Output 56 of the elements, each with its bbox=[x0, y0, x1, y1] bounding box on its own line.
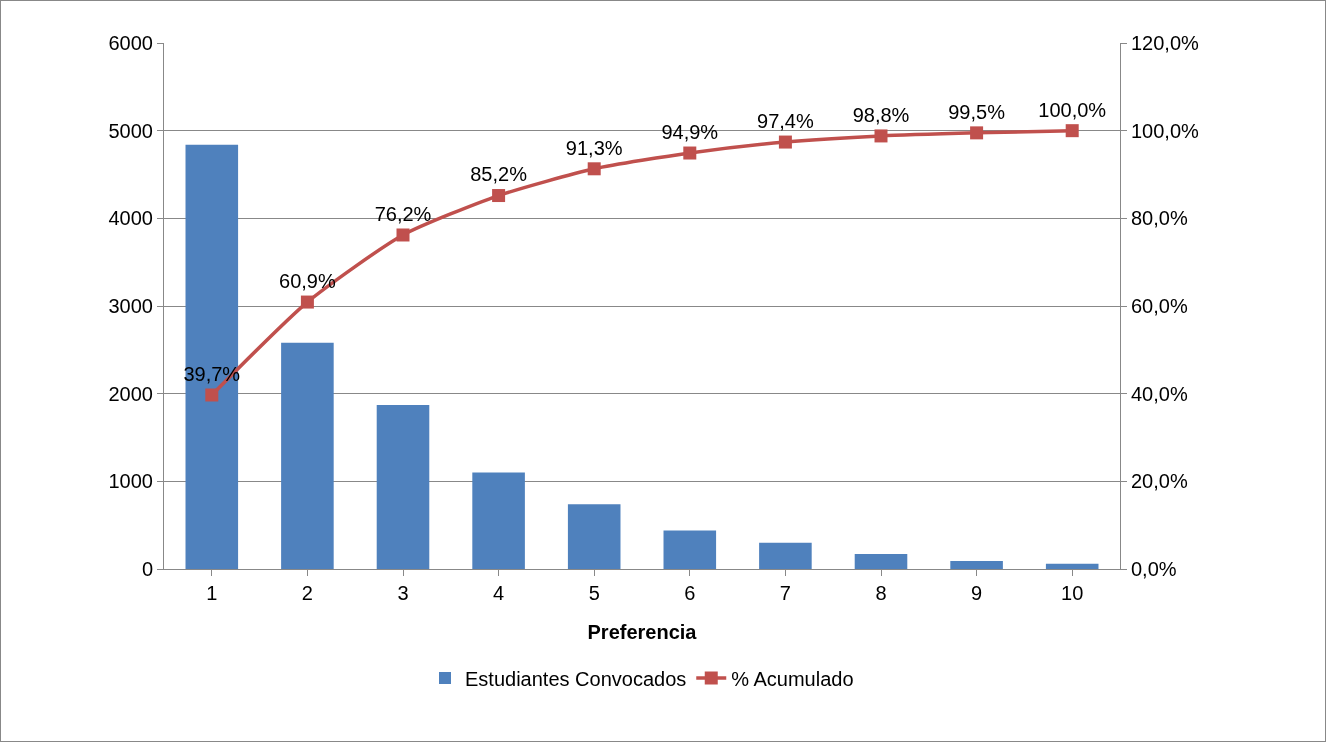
data-label: 94,9% bbox=[661, 120, 719, 143]
x-tick-label: 10 bbox=[1061, 582, 1084, 604]
bar bbox=[1045, 563, 1099, 569]
y-tick-label: 3000 bbox=[108, 295, 153, 317]
x-tick-label: 3 bbox=[397, 582, 409, 604]
y-tick-label: 6000 bbox=[108, 32, 153, 54]
point bbox=[205, 388, 219, 402]
y-tick-label: 1000 bbox=[108, 470, 153, 493]
bar bbox=[567, 504, 621, 569]
bar bbox=[185, 144, 239, 569]
x-tick-label: 6 bbox=[684, 582, 696, 604]
y2-tick-label: 120,0% bbox=[1131, 32, 1200, 54]
legend-label: Estudiantes Convocados bbox=[465, 667, 687, 690]
y-tick-label: 5000 bbox=[108, 119, 153, 142]
y2-tick-label: 0,0% bbox=[1131, 558, 1177, 580]
x-tick-label: 8 bbox=[875, 582, 887, 604]
x-tick-label: 1 bbox=[206, 582, 218, 604]
point bbox=[396, 228, 410, 242]
x-tick-label: 5 bbox=[588, 582, 600, 604]
y2-tick-label: 80,0% bbox=[1131, 207, 1188, 230]
bar bbox=[376, 405, 430, 569]
data-label: 98,8% bbox=[852, 103, 910, 126]
bar bbox=[854, 554, 908, 569]
data-label: 76,2% bbox=[374, 202, 432, 225]
x-tick-label: 4 bbox=[493, 582, 505, 604]
point bbox=[778, 135, 792, 149]
bar bbox=[663, 530, 717, 569]
bar bbox=[759, 542, 812, 569]
y2-tick-label: 60,0% bbox=[1131, 295, 1188, 317]
point bbox=[587, 162, 601, 176]
data-label: 100,0% bbox=[1038, 98, 1107, 121]
bar bbox=[950, 561, 1003, 569]
bar bbox=[281, 342, 334, 569]
legend-label: % Acumulado bbox=[731, 667, 854, 690]
data-label: 60,9% bbox=[279, 269, 336, 292]
y2-tick-label: 40,0% bbox=[1131, 382, 1188, 405]
x-axis-title: Preferencia bbox=[587, 621, 698, 643]
data-label: 99,5% bbox=[948, 100, 1006, 123]
point bbox=[1065, 124, 1079, 138]
x-tick-label: 9 bbox=[971, 582, 983, 604]
point bbox=[683, 146, 697, 160]
point bbox=[300, 295, 314, 309]
x-tick-label: 7 bbox=[779, 582, 791, 604]
data-label: 91,3% bbox=[565, 136, 623, 159]
y2-tick-label: 20,0% bbox=[1131, 470, 1188, 493]
data-label: 97,4% bbox=[757, 109, 814, 132]
x-tick-label: 2 bbox=[301, 582, 313, 604]
point bbox=[874, 129, 888, 143]
data-label: 85,2% bbox=[470, 163, 528, 186]
y-tick-label: 2000 bbox=[108, 382, 153, 405]
point bbox=[970, 126, 984, 140]
bar bbox=[472, 472, 525, 569]
point bbox=[492, 189, 506, 203]
y-tick-label: 0 bbox=[141, 558, 153, 580]
y-tick-label: 4000 bbox=[108, 207, 153, 230]
y2-tick-label: 100,0% bbox=[1131, 119, 1200, 142]
